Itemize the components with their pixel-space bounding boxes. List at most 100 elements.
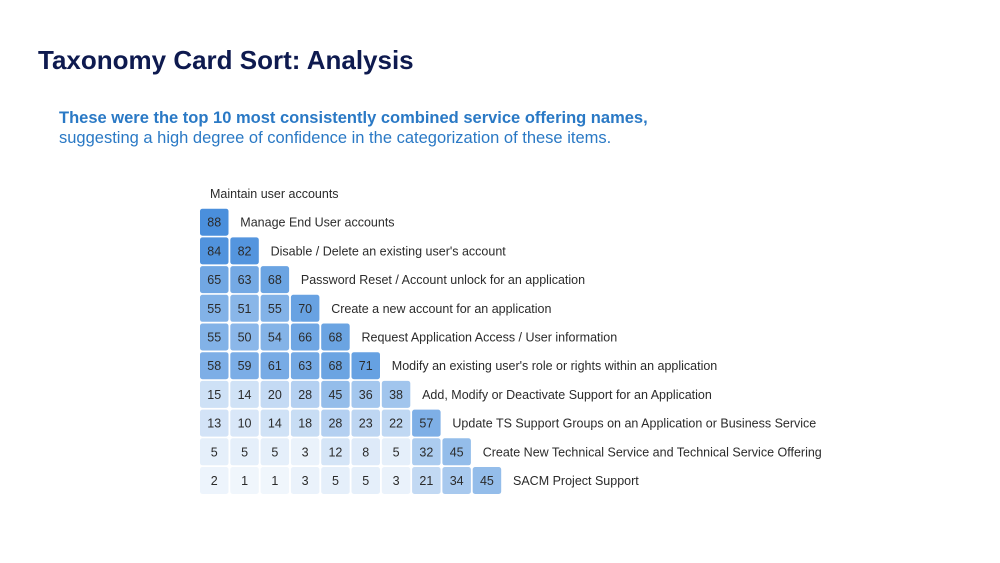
- row-label-8: Update TS Support Groups on an Applicati…: [452, 417, 816, 431]
- heatmap-cell-r4-c2: [260, 294, 290, 322]
- heatmap-cell-r10-c8: [442, 467, 471, 494]
- cell-value-r9-c3: 3: [302, 445, 309, 459]
- heatmap-cell-r4-c3: [290, 294, 320, 322]
- cell-value-r7-c3: 28: [298, 388, 312, 402]
- heatmap-cell-r4-c0: [200, 294, 229, 322]
- heatmap-cell-r10-c1: [230, 467, 259, 494]
- cell-value-r2-c1: 82: [238, 244, 252, 258]
- heatmap-cell-r9-c2: [260, 438, 290, 466]
- cell-value-r5-c1: 50: [238, 331, 252, 345]
- cell-value-r10-c5: 5: [362, 474, 369, 488]
- cell-value-r7-c4: 45: [328, 388, 342, 402]
- cell-value-r6-c5: 71: [359, 359, 373, 373]
- cell-value-r9-c7: 32: [419, 445, 433, 459]
- cell-value-r4-c1: 51: [238, 302, 252, 316]
- heatmap-cell-r6-c2: [260, 352, 290, 380]
- row-label-0: Maintain user accounts: [210, 187, 339, 201]
- heatmap-cell-r7-c3: [290, 380, 320, 408]
- row-label-9: Create New Technical Service and Technic…: [483, 445, 822, 459]
- heatmap-cell-r7-c2: [260, 380, 290, 408]
- row-label-3: Password Reset / Account unlock for an a…: [301, 273, 585, 287]
- cell-value-r3-c2: 68: [268, 273, 282, 287]
- heatmap-cell-r9-c0: [200, 438, 229, 466]
- heatmap-cell-r2-c1: [230, 237, 259, 265]
- heatmap-cell-r8-c1: [230, 409, 259, 437]
- cell-value-r5-c0: 55: [207, 331, 221, 345]
- cell-value-r10-c2: 1: [271, 474, 278, 488]
- heatmap-cell-r8-c2: [260, 409, 290, 437]
- cell-value-r4-c3: 70: [298, 302, 312, 316]
- cell-value-r9-c0: 5: [211, 445, 218, 459]
- cell-value-r3-c1: 63: [238, 273, 252, 287]
- cell-value-r2-c0: 84: [207, 244, 221, 258]
- cell-value-r10-c3: 3: [302, 474, 309, 488]
- heatmap-cell-r5-c3: [290, 323, 320, 351]
- heatmap-cell-r6-c1: [230, 352, 259, 380]
- cell-value-r6-c2: 61: [268, 359, 282, 373]
- heatmap-cell-r9-c3: [290, 438, 320, 466]
- heatmap-cell-r9-c7: [412, 438, 441, 466]
- heatmap-cell-r7-c5: [351, 380, 380, 408]
- row-label-2: Disable / Delete an existing user's acco…: [271, 244, 507, 258]
- heatmap-cell-r5-c0: [200, 323, 229, 351]
- cell-value-r8-c5: 23: [359, 417, 373, 431]
- cell-value-r7-c1: 14: [238, 388, 252, 402]
- subtitle-line-1: These were the top 10 most consistently …: [59, 109, 648, 127]
- row-label-5: Request Application Access / User inform…: [362, 331, 618, 345]
- cell-value-r8-c4: 28: [328, 417, 342, 431]
- heatmap-cell-r9-c1: [230, 438, 259, 466]
- cell-value-r10-c0: 2: [211, 474, 218, 488]
- heatmap-cell-r10-c2: [260, 467, 290, 494]
- heatmap-cell-r10-c3: [290, 467, 320, 494]
- heatmap-cell-r6-c3: [290, 352, 320, 380]
- cell-value-r8-c7: 57: [419, 417, 433, 431]
- cell-value-r8-c2: 14: [268, 417, 282, 431]
- heatmap-cell-r7-c6: [381, 380, 411, 408]
- row-label-4: Create a new account for an application: [331, 302, 551, 316]
- cell-value-r9-c6: 5: [393, 445, 400, 459]
- cell-value-r10-c4: 5: [332, 474, 339, 488]
- cell-value-r4-c2: 55: [268, 302, 282, 316]
- cell-value-r6-c4: 68: [328, 359, 342, 373]
- heatmap-cell-r10-c0: [200, 467, 229, 494]
- subtitle-line-2: suggesting a high degree of confidence i…: [59, 129, 612, 147]
- cell-value-r7-c5: 36: [359, 388, 373, 402]
- heatmap-cell-r10-c7: [412, 467, 441, 494]
- row-label-7: Add, Modify or Deactivate Support for an…: [422, 388, 712, 402]
- heatmap-cell-r8-c7: [412, 409, 441, 437]
- cell-value-r9-c8: 45: [450, 445, 464, 459]
- heatmap-cell-r10-c6: [381, 467, 411, 494]
- cell-value-r3-c0: 65: [207, 273, 221, 287]
- heatmap-cell-r9-c5: [351, 438, 380, 466]
- heatmap-cell-r3-c2: [260, 266, 290, 294]
- cell-value-r8-c3: 18: [298, 417, 312, 431]
- heatmap-cell-r8-c5: [351, 409, 380, 437]
- cell-value-r9-c4: 12: [328, 445, 342, 459]
- cell-value-r6-c0: 58: [207, 359, 221, 373]
- slide-title: Taxonomy Card Sort: Analysis: [38, 45, 414, 75]
- heatmap-cell-r4-c1: [230, 294, 259, 322]
- heatmap-cell-r5-c2: [260, 323, 290, 351]
- slide-subtitle: These were the top 10 most consistently …: [59, 108, 819, 148]
- heatmap-cell-r2-c0: [200, 237, 229, 265]
- heatmap-cell-r6-c0: [200, 352, 229, 380]
- heatmap-cell-r9-c8: [442, 438, 471, 466]
- heatmap-cell-r3-c1: [230, 266, 259, 294]
- cell-value-r9-c1: 5: [241, 445, 248, 459]
- cell-value-r5-c3: 66: [298, 331, 312, 345]
- cell-value-r1-c0: 88: [207, 216, 221, 230]
- cell-value-r7-c6: 38: [389, 388, 403, 402]
- heatmap-cell-r10-c9: [472, 467, 502, 494]
- cell-value-r8-c6: 22: [389, 417, 403, 431]
- cell-value-r6-c1: 59: [238, 359, 252, 373]
- cell-value-r7-c0: 15: [207, 388, 221, 402]
- heatmap-cell-r6-c5: [351, 352, 380, 380]
- cell-value-r10-c1: 1: [241, 474, 248, 488]
- cell-value-r7-c2: 20: [268, 388, 282, 402]
- heatmap-cell-r8-c6: [381, 409, 411, 437]
- cell-value-r9-c2: 5: [271, 445, 278, 459]
- heatmap-cell-r5-c4: [321, 323, 350, 351]
- cell-value-r6-c3: 63: [298, 359, 312, 373]
- heatmap-cell-r3-c0: [200, 266, 229, 294]
